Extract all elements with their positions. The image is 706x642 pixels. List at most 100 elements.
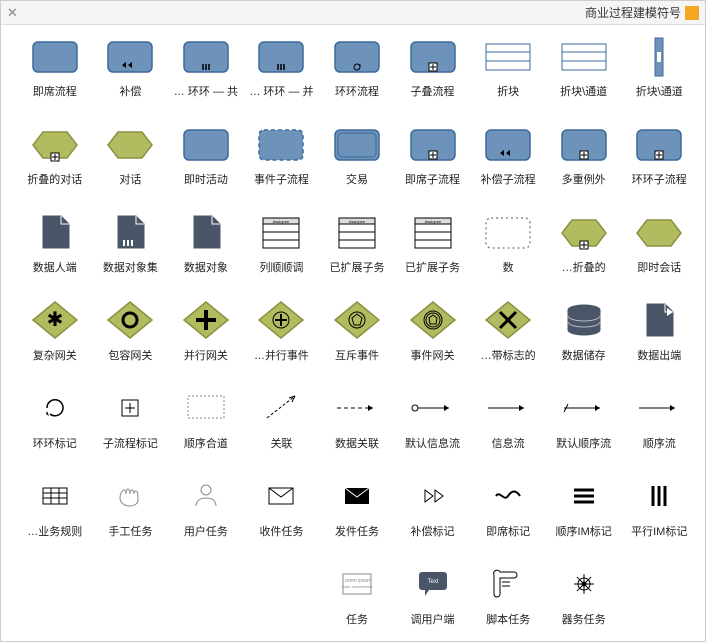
shape-s02[interactable]: 环环 — 共 …	[168, 29, 244, 115]
shape-label: 默认顺序流	[556, 435, 611, 451]
shape-s40[interactable]: 环环标记	[17, 381, 93, 467]
shape-s01[interactable]: 补偿	[93, 29, 169, 115]
shape-s33[interactable]: 并行事件…	[244, 293, 320, 379]
shape-s27[interactable]: 折叠的…	[546, 205, 622, 291]
shape-s37[interactable]: 数据储存	[546, 293, 622, 379]
shape-s14[interactable]: 交易	[319, 117, 395, 203]
shape-s58[interactable]: 平行IM标记	[621, 469, 697, 555]
shape-s05[interactable]: 子叠流程	[395, 29, 471, 115]
shape-s66[interactable]: 脚本任务	[470, 557, 546, 641]
shape-s24[interactable]: Assignee已扩展子务	[319, 205, 395, 291]
shape-label: 事件网关	[411, 347, 455, 363]
close-icon[interactable]: ✕	[7, 5, 18, 21]
shape-s41[interactable]: 子流程标记	[93, 381, 169, 467]
shape-s44[interactable]: 数据关联	[319, 381, 395, 467]
shape-icon: Text	[403, 557, 463, 611]
shape-label: 业务规则…	[27, 523, 82, 539]
shape-s55[interactable]: 补偿标记	[395, 469, 471, 555]
shape-s48[interactable]: 顺序流	[621, 381, 697, 467]
shape-icon	[554, 469, 614, 523]
shape-s15[interactable]: 即席子流程	[395, 117, 471, 203]
shape-s32[interactable]: 并行网关	[168, 293, 244, 379]
shape-icon	[176, 469, 236, 523]
shape-s62	[168, 557, 244, 641]
shape-s51[interactable]: 手工任务	[93, 469, 169, 555]
shape-grid: 即席流程补偿环环 — 共 … 环环 — 并 …环环流程子叠流程折块折块\通道折块\…	[17, 29, 697, 641]
shape-icon	[403, 293, 463, 347]
shape-icon	[403, 117, 463, 171]
shape-icon: Assignee	[251, 205, 311, 259]
shape-label: 任务	[346, 611, 368, 627]
shape-s00[interactable]: 即席流程	[17, 29, 93, 115]
shape-label: 并行事件…	[254, 347, 309, 363]
shape-s06[interactable]: 折块	[470, 29, 546, 115]
shape-s07[interactable]: 折块\通道	[546, 29, 622, 115]
shape-s20[interactable]: 数据人端	[17, 205, 93, 291]
shape-icon	[25, 29, 85, 83]
shape-s43[interactable]: 关联	[244, 381, 320, 467]
shape-s67[interactable]: 器务任务	[546, 557, 622, 641]
shape-s63	[244, 557, 320, 641]
svg-text:Assignee: Assignee	[349, 219, 366, 224]
shape-s34[interactable]: 互斥事件	[319, 293, 395, 379]
panel-header: 商业过程建模符号 ✕	[1, 1, 705, 25]
shape-label: 环环 — 共 …	[174, 83, 238, 99]
shape-label: 默认信息流	[405, 435, 460, 451]
shape-s18[interactable]: 环环子流程	[621, 117, 697, 203]
shape-s11[interactable]: 对话	[93, 117, 169, 203]
shape-s35[interactable]: 事件网关	[395, 293, 471, 379]
shape-s38[interactable]: 数据出端	[621, 293, 697, 379]
shape-s03[interactable]: 环环 — 并 …	[244, 29, 320, 115]
shape-s10[interactable]: 折叠的对话	[17, 117, 93, 203]
shape-s64[interactable]: Lorem ipsumdolor consectetur任务	[319, 557, 395, 641]
shape-s65[interactable]: Text调用户端	[395, 557, 471, 641]
shape-icon	[629, 117, 689, 171]
shape-s21[interactable]: 数据对象集	[93, 205, 169, 291]
shape-label: 信息流	[492, 435, 525, 451]
shape-s54[interactable]: 发件任务	[319, 469, 395, 555]
shape-s31[interactable]: 包容网关	[93, 293, 169, 379]
shape-icon	[478, 29, 538, 83]
shape-label: 顺序合道	[184, 435, 228, 451]
shape-s13[interactable]: 事件子流程	[244, 117, 320, 203]
shape-s42[interactable]: 顺序合道	[168, 381, 244, 467]
shape-s22[interactable]: 数据对象	[168, 205, 244, 291]
shape-s45[interactable]: 默认信息流	[395, 381, 471, 467]
shape-s04[interactable]: 环环流程	[319, 29, 395, 115]
shape-label: 折叠的…	[562, 259, 606, 275]
shape-s50[interactable]: 业务规则…	[17, 469, 93, 555]
shape-s57[interactable]: 顺序IM标记	[546, 469, 622, 555]
panel-icon	[685, 6, 699, 20]
shape-grid-scroll[interactable]: 即席流程补偿环环 — 共 … 环环 — 并 …环环流程子叠流程折块折块\通道折块\…	[1, 25, 705, 641]
shape-s28[interactable]: 即时会话	[621, 205, 697, 291]
shape-s30[interactable]: ✱复杂网关	[17, 293, 93, 379]
shape-icon	[100, 381, 160, 435]
shape-s26[interactable]: 数	[470, 205, 546, 291]
shape-icon	[403, 469, 463, 523]
shape-label: 即席流程	[33, 83, 77, 99]
shape-icon	[251, 293, 311, 347]
shape-s12[interactable]: 即时活动	[168, 117, 244, 203]
shape-label: 折块\通道	[560, 83, 607, 99]
shape-s23[interactable]: Assignee列顺顺调	[244, 205, 320, 291]
shape-s25[interactable]: Assignee已扩展子务	[395, 205, 471, 291]
shape-s56[interactable]: 即席标记	[470, 469, 546, 555]
shape-icon	[629, 205, 689, 259]
shape-icon	[25, 117, 85, 171]
shape-s46[interactable]: 信息流	[470, 381, 546, 467]
shape-icon: Assignee	[327, 205, 387, 259]
shape-icon	[327, 381, 387, 435]
shape-s16[interactable]: 补偿子流程	[470, 117, 546, 203]
shape-s52[interactable]: 用户任务	[168, 469, 244, 555]
shape-s47[interactable]: 默认顺序流	[546, 381, 622, 467]
shape-icon	[25, 557, 85, 611]
shape-icon	[554, 205, 614, 259]
shape-icon	[478, 117, 538, 171]
shape-label: 平行IM标记	[631, 523, 687, 539]
shape-s53[interactable]: 收件任务	[244, 469, 320, 555]
shape-icon: Lorem ipsumdolor consectetur	[327, 557, 387, 611]
shape-label: 顺序流	[643, 435, 676, 451]
shape-s08[interactable]: 折块\通道	[621, 29, 697, 115]
shape-s17[interactable]: 多重例外	[546, 117, 622, 203]
shape-s36[interactable]: 带标志的…	[470, 293, 546, 379]
